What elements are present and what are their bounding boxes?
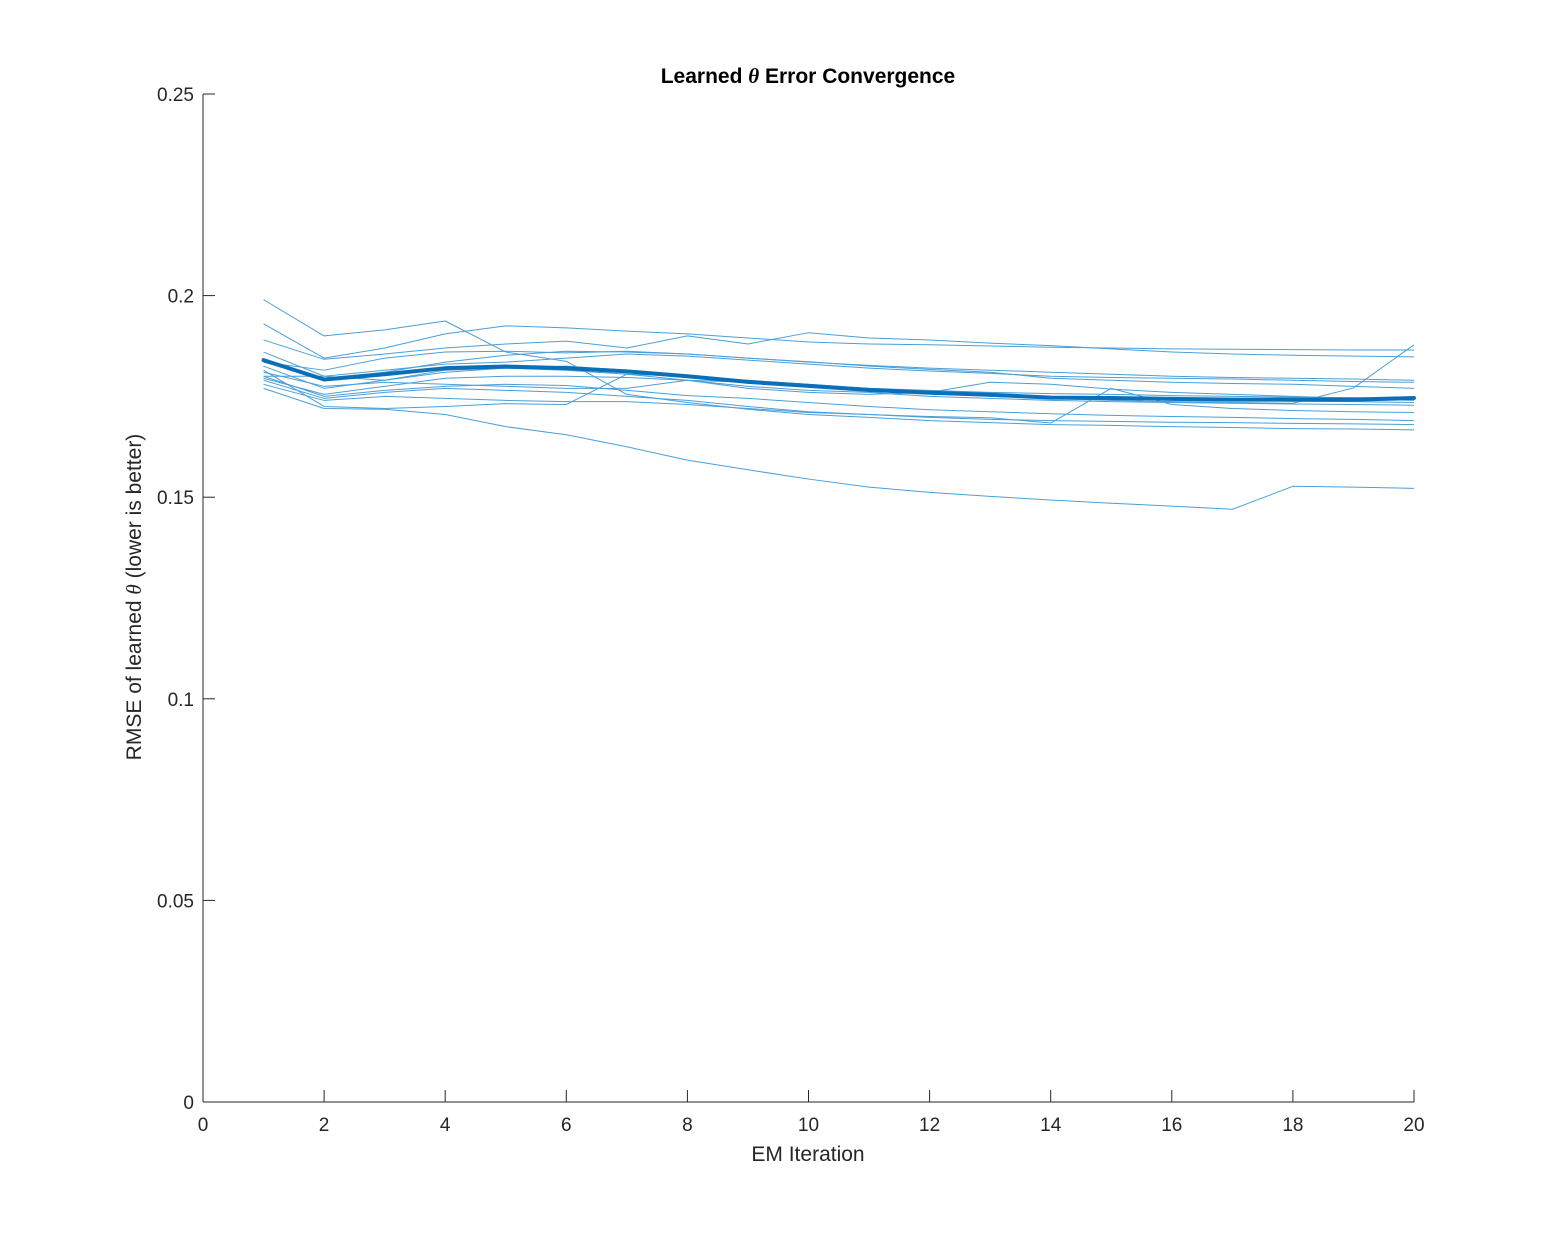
axes-layer: 0 2 4 6 8 10 12 14 16 18 20 0 0.05 0.1 0.15 0.2 0.25 — [157, 85, 1425, 1136]
y-axis-label-suffix: (lower is better) — [123, 434, 146, 585]
y-tick-label: 0.15 — [157, 488, 194, 509]
y-tick-label: 0 — [183, 1093, 194, 1114]
series-line-10 — [263, 375, 1415, 406]
x-tick-label: 16 — [1161, 1115, 1182, 1136]
y-tick-label: 0.1 — [168, 690, 194, 711]
series-line-2 — [263, 323, 1414, 359]
mean-series-line — [261, 358, 1416, 402]
chart-title: Learned θ Error Convergence — [661, 64, 956, 88]
x-tick-label: 20 — [1403, 1115, 1424, 1136]
series-line-7 — [263, 371, 1415, 401]
y-axis-label-symbol: θ — [122, 584, 146, 594]
x-tick-label: 0 — [198, 1115, 209, 1136]
series-line-14 — [263, 350, 1415, 381]
x-tick-label: 12 — [919, 1115, 940, 1136]
chart-title-suffix: Error Convergence — [759, 65, 955, 88]
series-line-1 — [263, 299, 1415, 431]
series-layer — [261, 299, 1416, 510]
y-axis-label-prefix: RMSE of learned — [123, 595, 146, 761]
series-line-11 — [263, 383, 1415, 424]
x-tick-label: 10 — [798, 1115, 819, 1136]
x-tick-label: 8 — [682, 1115, 693, 1136]
series-line-12 — [263, 387, 1415, 510]
x-tick-label: 6 — [561, 1115, 572, 1136]
chart-title-symbol: θ — [748, 64, 759, 88]
chart-title-prefix: Learned — [661, 65, 749, 88]
x-tick-label: 18 — [1282, 1115, 1303, 1136]
y-axis-label: RMSE of learned θ (lower is better) — [122, 434, 146, 761]
series-line-4 — [263, 351, 1415, 383]
series-line-3 — [263, 332, 1415, 360]
y-tick-label: 0.25 — [157, 85, 194, 106]
x-tick-label: 2 — [319, 1115, 330, 1136]
x-tick-label: 14 — [1040, 1115, 1062, 1136]
series-line-8 — [263, 375, 1415, 422]
x-tick-label: 4 — [440, 1115, 451, 1136]
y-tick-label: 0.05 — [157, 891, 194, 912]
x-axis-label: EM Iteration — [751, 1143, 864, 1166]
y-tick-label: 0.2 — [168, 287, 194, 308]
